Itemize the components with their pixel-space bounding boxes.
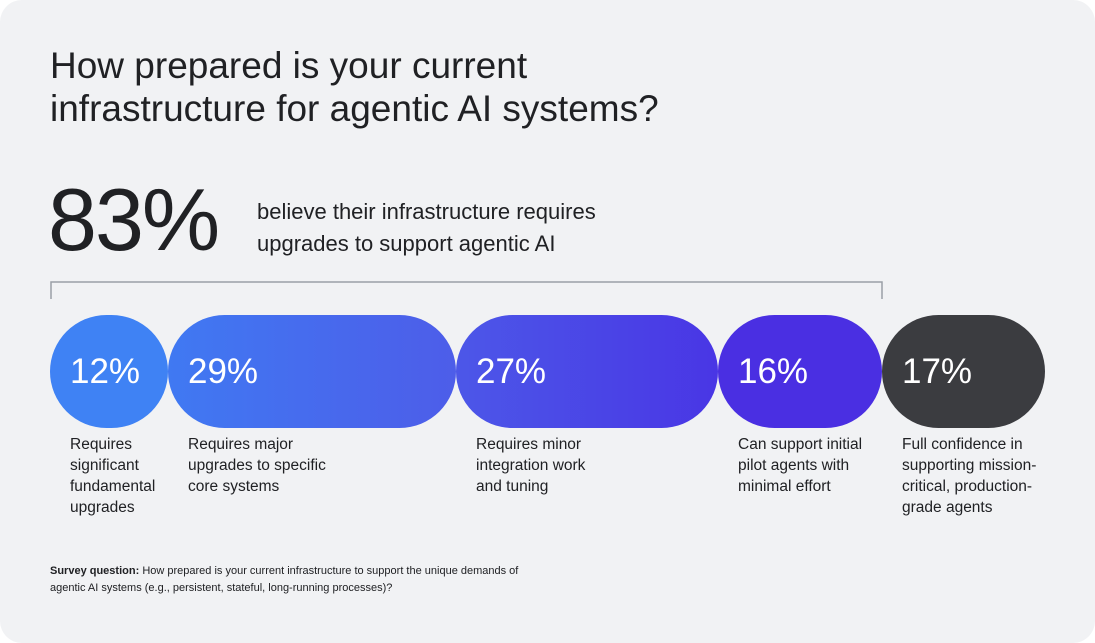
segment-pill: 17% <box>882 315 1045 428</box>
title-line: infrastructure for agentic AI systems? <box>50 88 659 129</box>
highlight-value: 83% <box>48 170 220 269</box>
footnote-text: How prepared is your current infrastruct… <box>50 565 519 594</box>
segment-caption: Full confidence in supporting mission-cr… <box>902 436 1037 516</box>
segment-caption: Requires minor integration work and tuni… <box>476 436 586 495</box>
segment-caption: Requires significant fundamental upgrade… <box>70 436 156 516</box>
footnote: Survey question: How prepared is your cu… <box>50 563 520 597</box>
bracket-line <box>50 281 883 299</box>
footnote-label: Survey question: <box>50 565 140 577</box>
highlight-description: believe their infrastructure requires <box>257 199 596 224</box>
segment-pill: 27% <box>456 315 718 428</box>
segment-pill: 16% <box>718 315 882 428</box>
title-line: How prepared is your current <box>50 45 528 86</box>
highlight-description: upgrades to support agentic AI <box>257 231 556 256</box>
segment-caption: Can support initial pilot agents with mi… <box>738 436 863 495</box>
bracket <box>50 281 883 299</box>
segment-pill: 29% <box>168 315 456 428</box>
segment-pill: 12% <box>50 315 168 428</box>
segment-caption: Requires major upgrades to specific core… <box>188 436 326 495</box>
